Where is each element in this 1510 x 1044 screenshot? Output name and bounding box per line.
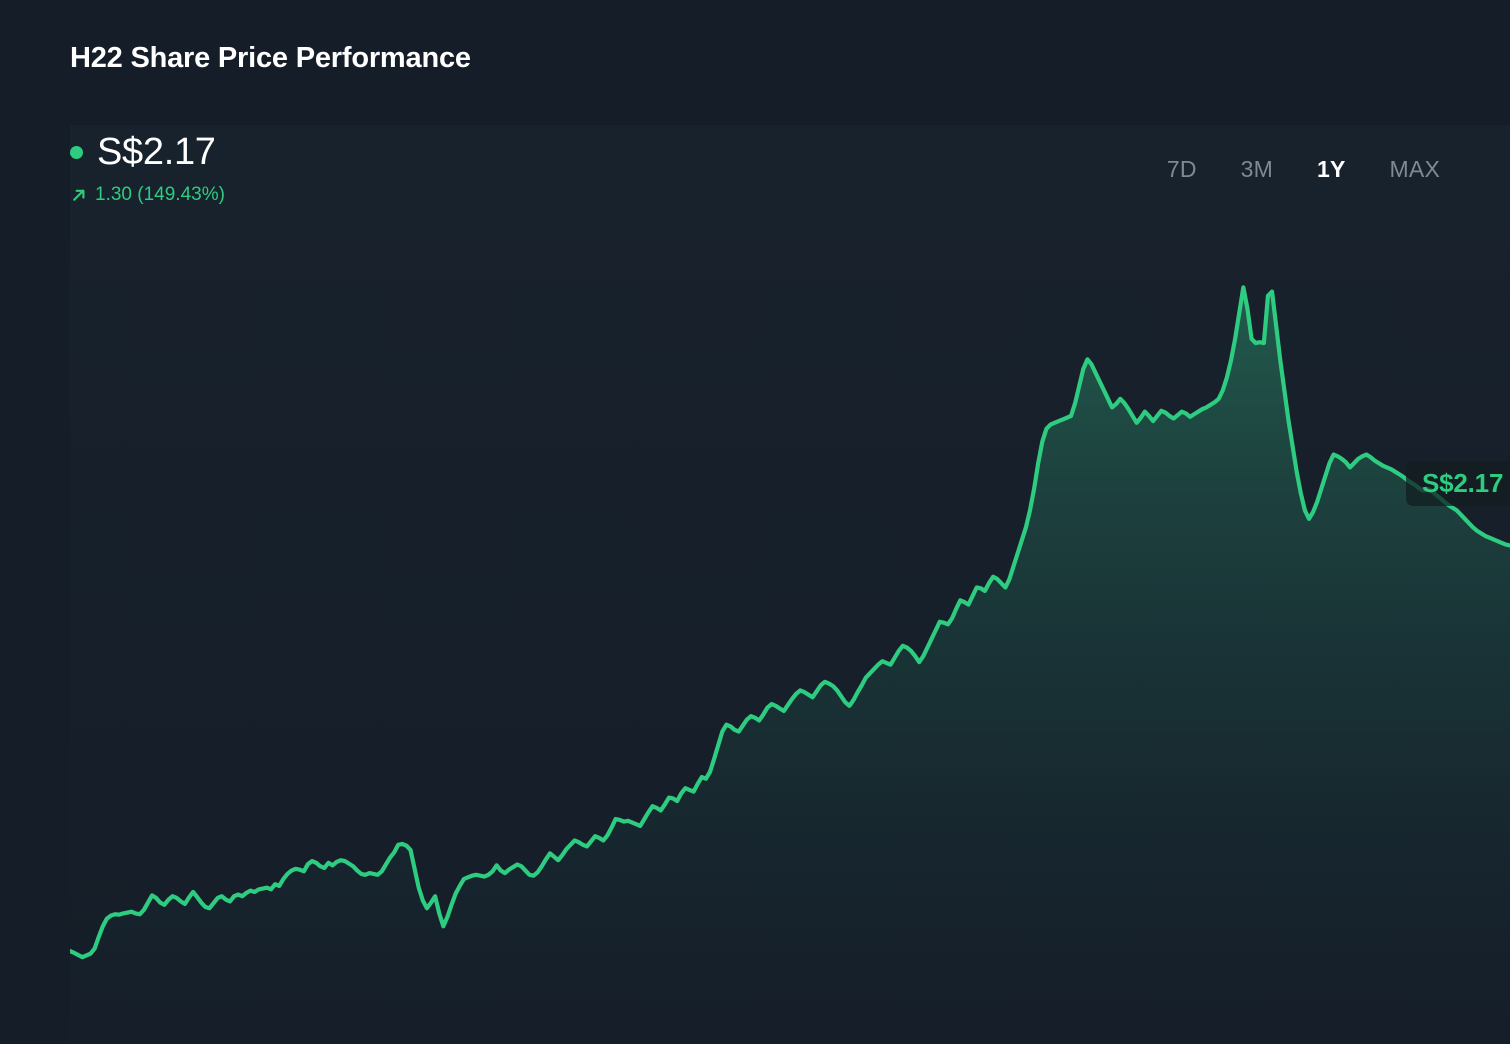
arrow-up-right-icon bbox=[70, 186, 88, 204]
current-price: S$2.17 bbox=[97, 131, 216, 173]
price-change: 1.30 (149.43%) bbox=[70, 185, 225, 204]
range-button-3m[interactable]: 3M bbox=[1219, 152, 1295, 187]
price-chart[interactable] bbox=[70, 125, 1510, 1044]
price-change-text: 1.30 (149.43%) bbox=[95, 184, 225, 205]
price-area-fill bbox=[70, 287, 1510, 1044]
range-button-1y[interactable]: 1Y bbox=[1295, 152, 1368, 187]
range-selector[interactable]: 7D 3M 1Y MAX bbox=[1145, 152, 1462, 187]
quote-price-row: S$2.17 bbox=[70, 128, 225, 176]
range-button-max[interactable]: MAX bbox=[1368, 152, 1462, 187]
range-button-7d[interactable]: 7D bbox=[1145, 152, 1219, 187]
status-dot-icon bbox=[70, 145, 83, 159]
price-chart-svg bbox=[70, 125, 1510, 1044]
page-title: H22 Share Price Performance bbox=[70, 42, 471, 74]
quote-summary: S$2.17 1.30 (149.43%) bbox=[70, 128, 225, 204]
price-line bbox=[70, 285, 1510, 960]
